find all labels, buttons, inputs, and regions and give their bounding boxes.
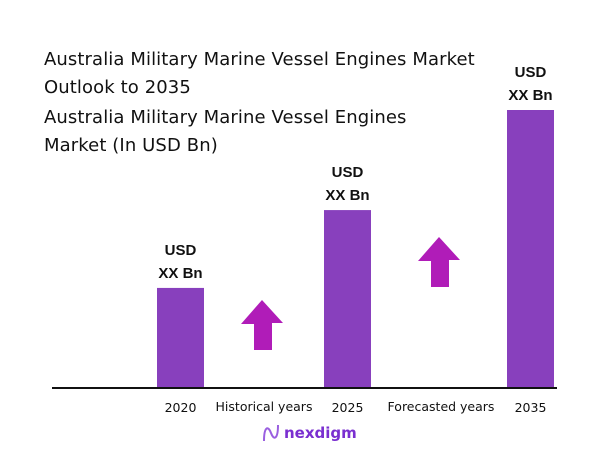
subtitle-line: Australia Military Marine Vessel Engines — [44, 107, 407, 128]
chart-title: Australia Military Marine Vessel Engines… — [44, 46, 475, 102]
period-label: Forecasted years — [388, 399, 495, 414]
data-label-line: XX Bn — [158, 265, 202, 282]
logo-icon — [263, 424, 279, 442]
x-tick-label: 2035 — [515, 400, 547, 415]
title-line: Australia Military Marine Vessel Engines… — [44, 49, 475, 70]
nexdigm-logo: nexdigm — [262, 423, 357, 443]
data-label-line: USD — [332, 164, 364, 181]
title-line: Outlook to 2035 — [44, 77, 191, 98]
bar-2025 — [324, 210, 371, 388]
data-label-line: XX Bn — [325, 187, 369, 204]
x-tick-label: 2025 — [332, 400, 364, 415]
data-label-line: USD — [165, 242, 197, 259]
chart-subtitle: Australia Military Marine Vessel Engines… — [44, 104, 407, 160]
data-label-line: XX Bn — [508, 87, 552, 104]
bar-2020 — [157, 287, 204, 388]
period-label: Historical years — [216, 399, 313, 414]
growth-arrow-icon — [241, 300, 283, 350]
data-label-line: USD — [515, 64, 547, 81]
logo-text: nexdigm — [284, 424, 357, 442]
growth-arrow-icon — [418, 237, 460, 287]
subtitle-line: Market (In USD Bn) — [44, 135, 218, 156]
x-tick-label: 2020 — [165, 400, 197, 415]
bar-2035 — [507, 110, 554, 388]
